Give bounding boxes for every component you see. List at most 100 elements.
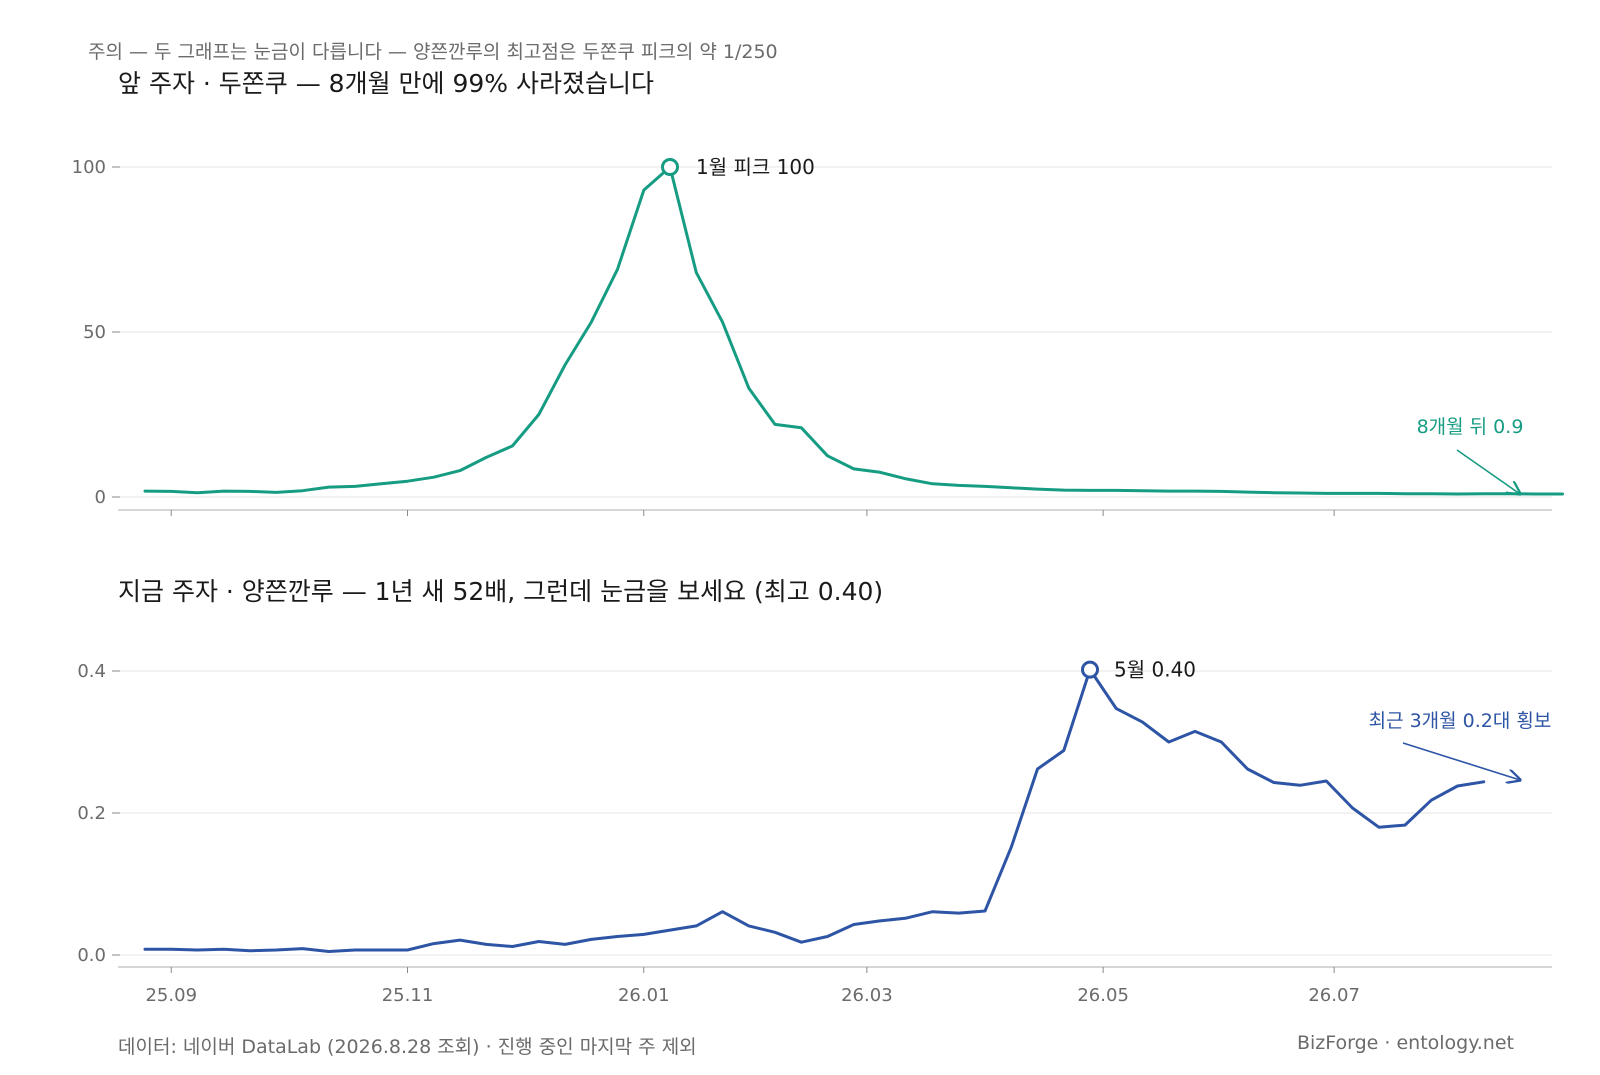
top-data-point — [852, 467, 856, 471]
bottom-data-point — [222, 947, 226, 951]
bottom-data-point — [799, 940, 803, 944]
top-data-point — [563, 363, 567, 367]
bottom-data-point — [248, 949, 252, 953]
bottom-peak-label: 5월 0.40 — [1114, 658, 1196, 682]
top-data-point — [196, 491, 200, 495]
top-data-point — [1272, 491, 1276, 495]
bottom-data-point — [773, 930, 777, 934]
top-ytick-label: 100 — [72, 157, 106, 178]
top-data-point — [353, 484, 357, 488]
bottom-data-point — [642, 932, 646, 936]
bottom-data-point — [1377, 825, 1381, 829]
bottom-data-point — [1246, 767, 1250, 771]
bottom-data-point — [1403, 823, 1407, 827]
bottom-data-point — [274, 948, 278, 952]
top-ytick-label: 0 — [95, 487, 106, 508]
bottom-data-point — [1298, 783, 1302, 787]
top-chart-panel: 0 50 100 1월 피크 100 8개월 뒤 0.9 — [72, 155, 1564, 516]
top-data-point — [1429, 492, 1433, 496]
bottom-data-point — [1324, 779, 1328, 783]
top-data-point — [957, 483, 961, 487]
top-data-point — [1114, 488, 1118, 492]
bottom-data-point — [668, 928, 672, 932]
bottom-data-point — [983, 909, 987, 913]
bottom-data-point — [589, 937, 593, 941]
top-ytick-label: 50 — [83, 322, 106, 343]
top-data-point — [432, 475, 436, 479]
bottom-data-point — [563, 942, 567, 946]
top-data-point — [1246, 490, 1250, 494]
top-data-point — [694, 271, 698, 275]
top-data-point — [143, 489, 147, 493]
top-data-point — [1377, 491, 1381, 495]
xtick-label: 26.05 — [1077, 985, 1129, 1006]
top-data-point — [983, 484, 987, 488]
top-data-point — [616, 267, 620, 271]
bottom-data-point — [1009, 845, 1013, 849]
top-data-point — [826, 454, 830, 458]
xtick-label: 25.09 — [145, 985, 197, 1006]
top-data-point — [1141, 489, 1145, 493]
bottom-data-point — [196, 948, 200, 952]
top-data-point — [904, 477, 908, 481]
top-peak-marker — [661, 158, 679, 176]
top-data-point — [1508, 492, 1512, 496]
top-data-point — [878, 470, 882, 474]
bottom-data-point — [747, 924, 751, 928]
xtick-label: 26.03 — [841, 985, 893, 1006]
top-data-point — [1456, 492, 1460, 496]
bottom-ytick-label: 0.4 — [77, 661, 106, 682]
bottom-data-point — [616, 935, 620, 939]
bottom-data-point — [1167, 740, 1171, 744]
bottom-data-point — [484, 942, 488, 946]
top-chart-title: 앞 주자 · 두쫀쿠 — 8개월 만에 99% 사라졌습니다 — [118, 69, 654, 98]
top-data-point — [1088, 488, 1092, 492]
top-data-point — [484, 455, 488, 459]
bottom-data-point — [904, 916, 908, 920]
top-data-point — [222, 489, 226, 493]
top-data-point — [773, 422, 777, 426]
credit-footer: BizForge · entology.net — [1296, 1032, 1514, 1054]
top-data-point — [642, 188, 646, 192]
bottom-data-point — [458, 938, 462, 942]
bottom-data-point — [1272, 780, 1276, 784]
top-data-point — [931, 482, 935, 486]
top-peak-label: 1월 피크 100 — [696, 155, 815, 179]
bottom-chart-panel: 0.0 0.2 0.4 25.09 25.11 26.01 26.03 26.05 26.07 5… — [77, 658, 1552, 1006]
bottom-peak-marker — [1081, 660, 1099, 679]
bottom-data-point — [143, 947, 147, 951]
bottom-chart-title: 지금 주자 · 양쯘깐루 — 1년 새 52배, 그런데 눈금을 보세요 (최고… — [118, 577, 884, 606]
xtick-label: 26.01 — [618, 985, 670, 1006]
top-data-point — [1219, 489, 1223, 493]
bottom-data-point — [878, 919, 882, 923]
bottom-data-point — [826, 935, 830, 939]
top-data-point — [1351, 491, 1355, 495]
top-data-point — [169, 489, 173, 493]
bottom-data-point — [957, 911, 961, 915]
bottom-annotation-arrow — [1402, 742, 1520, 780]
top-data-point — [1482, 492, 1486, 496]
bottom-ytick-label: 0.2 — [77, 803, 106, 824]
bottom-data-point — [432, 942, 436, 946]
bottom-data-point — [511, 944, 515, 948]
bottom-data-point — [353, 948, 357, 952]
bottom-data-point — [721, 910, 725, 914]
top-data-point — [799, 426, 803, 430]
bottom-data-point — [379, 948, 383, 952]
top-data-point — [458, 469, 462, 473]
bottom-data-point — [852, 922, 856, 926]
top-data-point — [327, 485, 331, 489]
top-data-point — [589, 320, 593, 324]
top-data-point — [1534, 492, 1538, 496]
top-data-point — [1036, 487, 1040, 491]
bottom-data-point — [1062, 749, 1066, 753]
bottom-data-point — [537, 940, 541, 944]
top-data-point — [747, 386, 751, 390]
top-data-point — [1324, 491, 1328, 495]
top-data-point — [1009, 486, 1013, 490]
top-data-point — [1062, 488, 1066, 492]
bottom-data-point — [1456, 784, 1460, 788]
xtick-label: 25.11 — [382, 985, 434, 1006]
top-data-point — [248, 489, 252, 493]
